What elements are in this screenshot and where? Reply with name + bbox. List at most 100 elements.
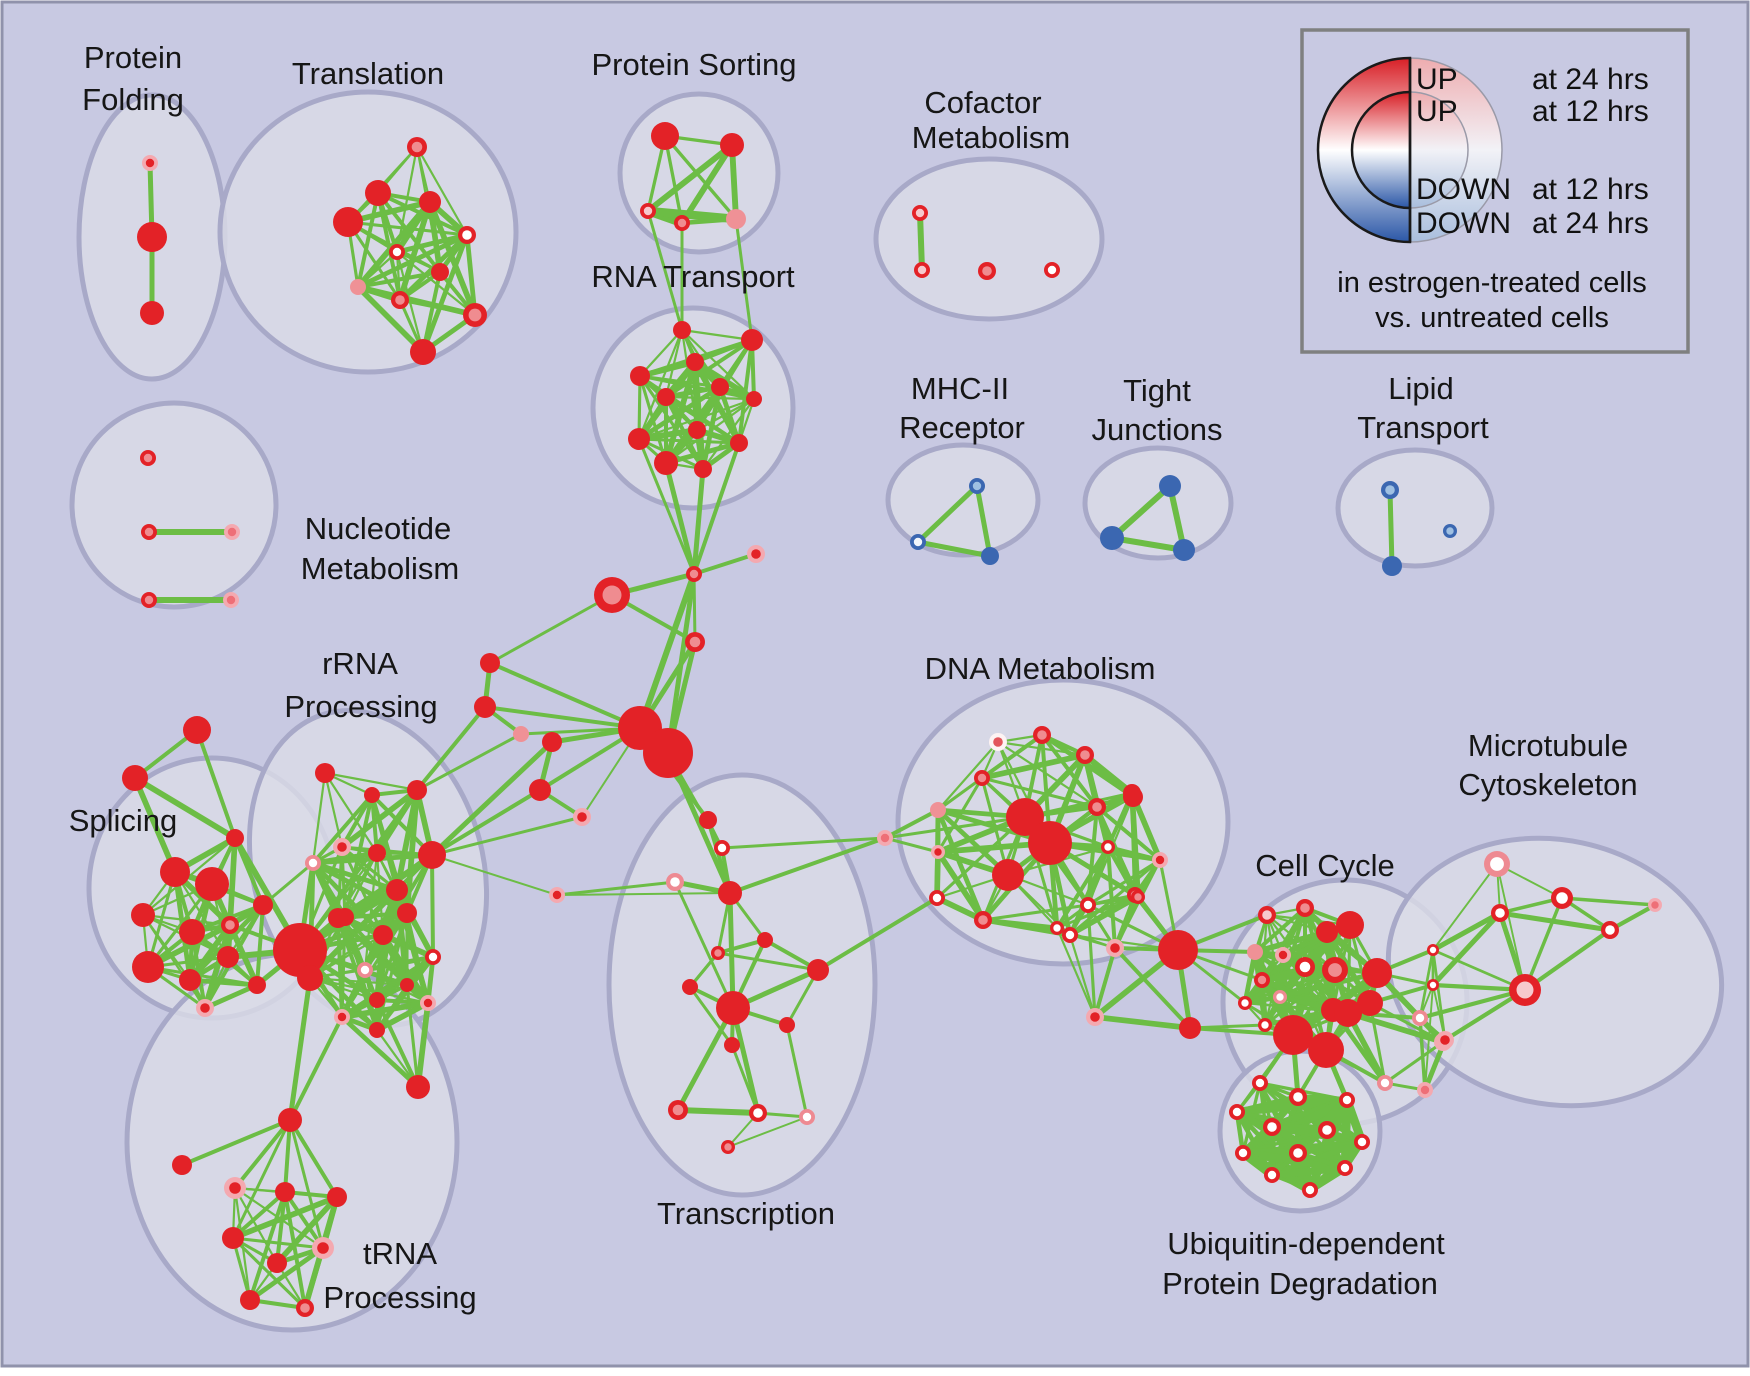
network-edge bbox=[679, 142, 735, 226]
network-node-core bbox=[145, 158, 155, 168]
network-edge bbox=[664, 395, 741, 445]
network-edge bbox=[664, 395, 756, 401]
network-edge bbox=[430, 788, 542, 857]
network-node bbox=[643, 728, 693, 778]
network-node-core bbox=[1110, 943, 1120, 953]
network-edge bbox=[255, 903, 265, 987]
legend-direction-label: UP bbox=[1416, 95, 1458, 128]
network-node bbox=[195, 867, 229, 901]
network-edge bbox=[415, 732, 523, 792]
network-node-core bbox=[144, 595, 154, 605]
network-edge bbox=[816, 896, 939, 972]
network-edge bbox=[336, 851, 379, 920]
cluster-label-rrna-processing: rRNA bbox=[322, 646, 398, 681]
network-node bbox=[172, 1155, 192, 1175]
network-node-core bbox=[1322, 1125, 1332, 1135]
network-edge bbox=[311, 793, 374, 865]
network-edge bbox=[429, 739, 555, 858]
network-edge bbox=[488, 661, 642, 730]
network-node bbox=[807, 959, 829, 981]
network-edge bbox=[556, 892, 731, 896]
network-edge bbox=[283, 1190, 325, 1250]
network-edge bbox=[339, 787, 420, 850]
legend-box bbox=[1300, 28, 1690, 354]
network-edge bbox=[727, 1116, 808, 1148]
network-node bbox=[365, 180, 391, 206]
cluster-label-lipid-transport: Lipid bbox=[1388, 371, 1454, 406]
cluster-label-ubiquitin-degradation: Protein Degradation bbox=[1162, 1266, 1438, 1301]
network-node-core bbox=[1305, 1185, 1315, 1195]
cluster-label-mhc-ii-receptor: Receptor bbox=[899, 410, 1025, 445]
legend-time-label: at 12 hrs bbox=[1532, 173, 1649, 206]
network-edge bbox=[663, 384, 723, 400]
network-node-core bbox=[1415, 1013, 1425, 1023]
network-node-core bbox=[724, 1143, 732, 1151]
network-node-core bbox=[1238, 1148, 1248, 1158]
network-edge bbox=[283, 1118, 292, 1194]
network-edge bbox=[981, 903, 1090, 922]
network-node-core bbox=[462, 230, 472, 240]
network-edge bbox=[1055, 845, 1110, 930]
cluster-label-cofactor-metabolism: Metabolism bbox=[912, 120, 1071, 155]
network-edge bbox=[665, 750, 733, 896]
network-edge bbox=[1067, 894, 1141, 938]
network-edge bbox=[355, 232, 470, 290]
network-node-core bbox=[1267, 1170, 1277, 1180]
network-edge bbox=[663, 460, 697, 577]
network-node-core bbox=[1278, 950, 1288, 960]
network-edge bbox=[688, 985, 734, 1047]
network-edge bbox=[1431, 948, 1527, 992]
network-edge bbox=[716, 951, 820, 972]
network-node bbox=[350, 279, 366, 295]
network-node-core bbox=[672, 1104, 684, 1116]
network-node bbox=[1334, 999, 1362, 1027]
legend-time-label: at 12 hrs bbox=[1532, 95, 1649, 128]
network-node-core bbox=[643, 206, 653, 216]
network-node bbox=[1028, 821, 1072, 865]
network-edge bbox=[375, 983, 409, 1032]
network-edge bbox=[637, 397, 756, 441]
network-node bbox=[1308, 1032, 1344, 1068]
network-node bbox=[400, 978, 414, 992]
network-edge bbox=[430, 853, 435, 959]
network-edge bbox=[336, 916, 344, 1019]
network-node bbox=[240, 1290, 260, 1310]
network-node bbox=[222, 1227, 244, 1249]
network-edge bbox=[231, 1118, 292, 1240]
network-edge bbox=[555, 880, 677, 897]
network-node-core bbox=[917, 265, 927, 275]
network-edge bbox=[1253, 906, 1307, 954]
network-node-core bbox=[411, 141, 423, 153]
cluster-label-microtubule-cytoskeleton: Cytoskeleton bbox=[1458, 767, 1637, 802]
network-node-core bbox=[300, 1303, 310, 1313]
network-edge bbox=[1523, 896, 1564, 992]
network-node bbox=[369, 1022, 385, 1038]
network-edge bbox=[146, 882, 214, 969]
network-node-core bbox=[1429, 981, 1437, 989]
cluster-label-cofactor-metabolism: Cofactor bbox=[924, 85, 1041, 120]
network-edge bbox=[231, 1236, 325, 1250]
network-edge bbox=[483, 705, 642, 730]
cluster-label-protein-folding: Protein bbox=[84, 40, 182, 75]
network-node-core bbox=[1420, 1085, 1430, 1095]
network-edge bbox=[717, 384, 742, 446]
network-node-core bbox=[1232, 1107, 1242, 1117]
network-edge bbox=[1497, 910, 1613, 933]
network-edge bbox=[1092, 1014, 1193, 1031]
network-edge bbox=[638, 374, 756, 401]
network-edge bbox=[664, 397, 756, 465]
network-node-core bbox=[1080, 750, 1090, 760]
network-node-core bbox=[1516, 981, 1534, 999]
network-node-core bbox=[934, 848, 942, 856]
network-edge bbox=[1417, 987, 1528, 1021]
network-node-core bbox=[428, 952, 438, 962]
network-node-core bbox=[308, 858, 318, 868]
network-node bbox=[275, 1182, 295, 1202]
cluster-label-mhc-ii-receptor: MHC-II bbox=[911, 371, 1009, 406]
network-edge bbox=[173, 870, 230, 959]
network-edge bbox=[195, 728, 237, 840]
network-node-core bbox=[225, 920, 235, 930]
network-edge bbox=[1112, 894, 1141, 951]
network-node-core bbox=[337, 1012, 347, 1022]
network-node bbox=[373, 925, 393, 945]
